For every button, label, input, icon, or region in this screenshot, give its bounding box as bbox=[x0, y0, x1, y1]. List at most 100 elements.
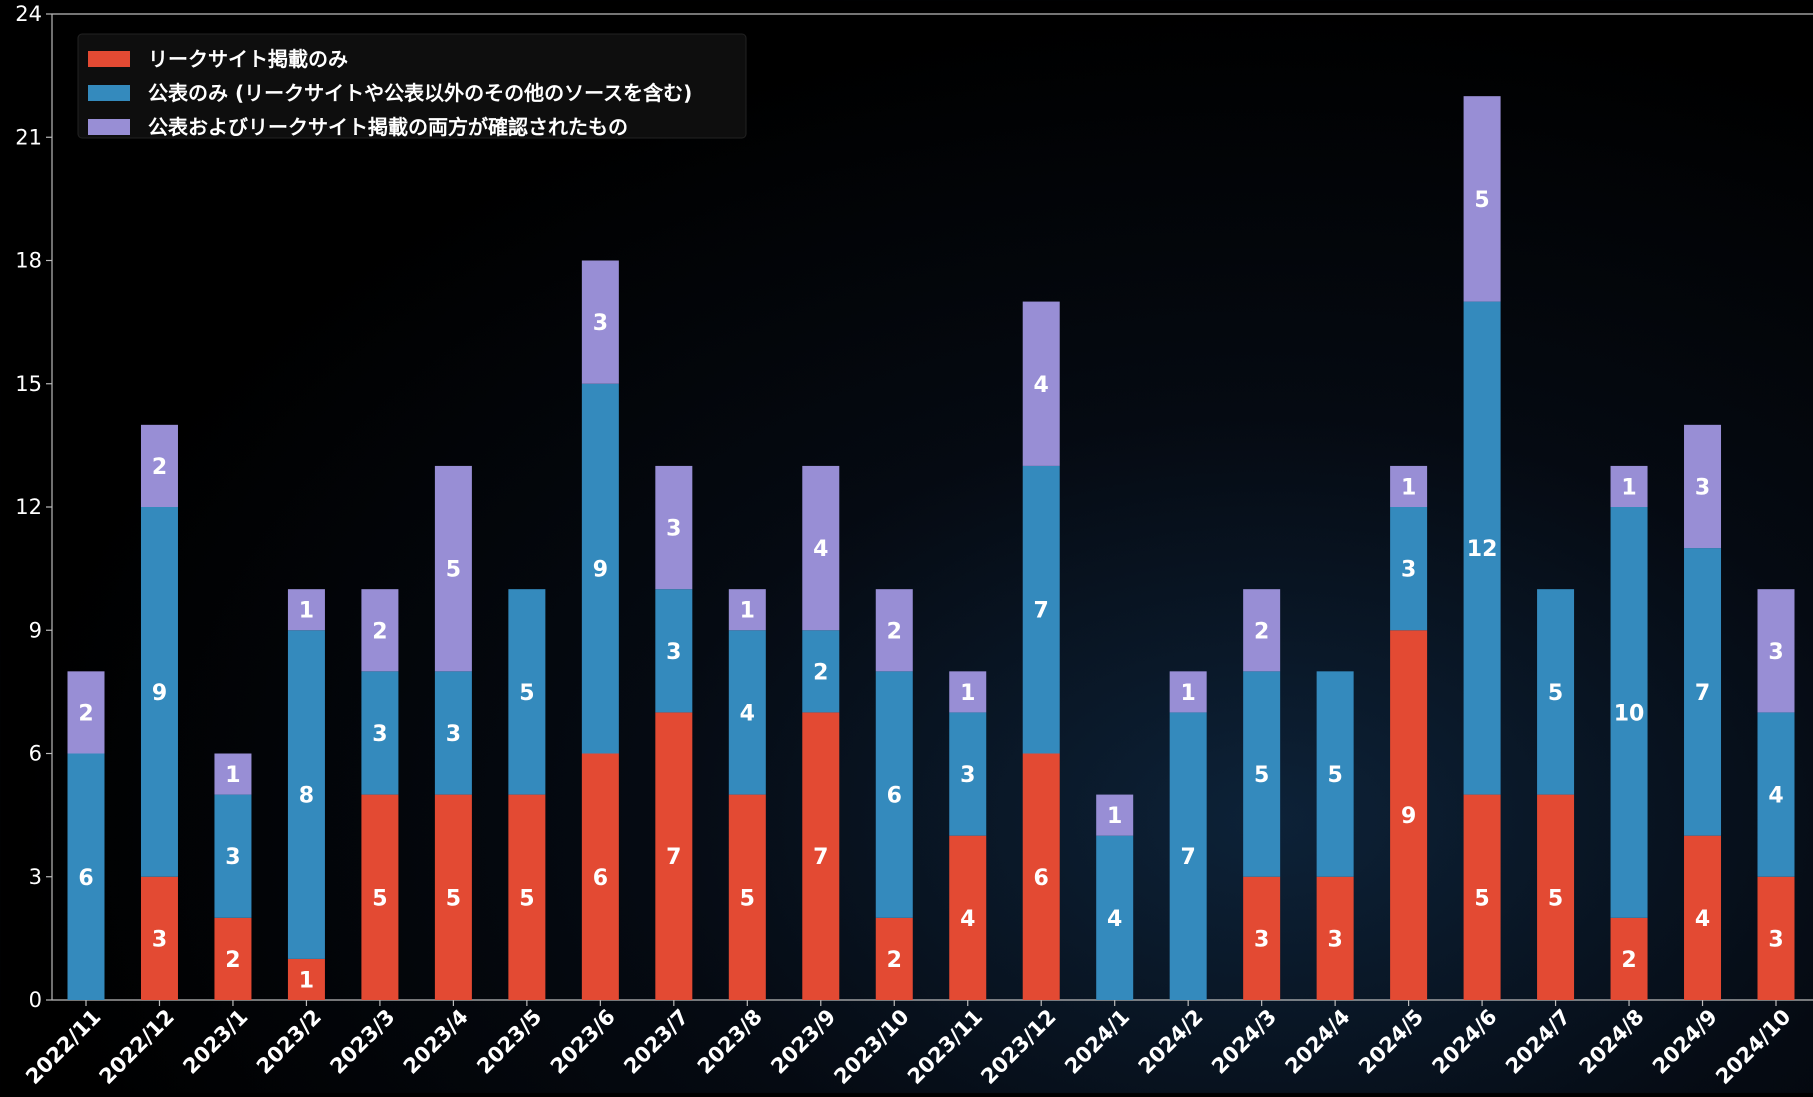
bar-segment-series-3 bbox=[1610, 465, 1648, 507]
bar-segment-series-3 bbox=[1390, 465, 1428, 507]
bar-segment-series-2 bbox=[140, 507, 178, 877]
bar-value-label: 1 bbox=[1107, 804, 1122, 829]
bar-value-label: 6 bbox=[1034, 866, 1049, 891]
x-tick-label: 2023/6 bbox=[546, 1005, 620, 1079]
bar-segment-series-3 bbox=[287, 589, 325, 631]
bar-value-label: 4 bbox=[1107, 907, 1122, 932]
bar-segment-series-2 bbox=[581, 383, 619, 754]
bar-value-label: 2 bbox=[887, 619, 902, 644]
x-tick-label: 2024/8 bbox=[1575, 1005, 1649, 1079]
bar-segment-series-2 bbox=[67, 753, 105, 1000]
bar-value-label: 6 bbox=[887, 784, 902, 809]
bar-value-label: 3 bbox=[446, 722, 461, 747]
bar-segment-series-3 bbox=[655, 465, 693, 590]
x-tick-label: 2024/10 bbox=[1711, 1005, 1795, 1089]
legend-swatch bbox=[88, 85, 130, 101]
bar-value-label: 1 bbox=[740, 599, 755, 624]
bar-value-label: 2 bbox=[225, 948, 240, 973]
bar-value-label: 2 bbox=[887, 948, 902, 973]
bar-segment-series-2 bbox=[1610, 507, 1648, 918]
bar-segment-series-1 bbox=[140, 876, 178, 1000]
y-tick-label: 0 bbox=[29, 988, 42, 1012]
bar-value-label: 3 bbox=[225, 845, 240, 870]
bar-value-label: 2 bbox=[152, 455, 167, 480]
bar-value-label: 5 bbox=[519, 886, 534, 911]
y-tick-label: 9 bbox=[29, 618, 42, 642]
x-tick-label: 2023/7 bbox=[619, 1005, 693, 1079]
bar-segment-series-2 bbox=[875, 671, 913, 918]
x-tick-label: 2023/9 bbox=[766, 1005, 840, 1079]
bar-segment-series-2 bbox=[728, 630, 766, 795]
bar-segment-series-1 bbox=[1537, 794, 1575, 1000]
x-tick-label: 2024/1 bbox=[1060, 1005, 1134, 1079]
bar-segment-series-3 bbox=[802, 465, 840, 631]
x-tick-label: 2022/11 bbox=[21, 1005, 105, 1089]
bar-value-label: 1 bbox=[1621, 475, 1636, 500]
x-tick-label: 2024/6 bbox=[1428, 1005, 1502, 1079]
bar-segment-series-2 bbox=[508, 589, 546, 795]
bar-value-label: 1 bbox=[1401, 475, 1416, 500]
bar-value-label: 7 bbox=[1034, 599, 1049, 624]
bar-value-label: 1 bbox=[299, 968, 314, 993]
bar-segment-series-2 bbox=[655, 589, 693, 713]
x-tick-label: 2023/3 bbox=[325, 1005, 399, 1079]
bar-segment-series-2 bbox=[214, 794, 252, 918]
x-tick-label: 2024/2 bbox=[1134, 1005, 1208, 1079]
bar-value-label: 2 bbox=[1621, 948, 1636, 973]
x-tick-label: 2024/7 bbox=[1501, 1005, 1575, 1079]
bar-segment-series-2 bbox=[1684, 548, 1722, 836]
legend-swatch bbox=[88, 119, 130, 135]
bar-segment-series-3 bbox=[1169, 671, 1207, 713]
bar-segment-series-1 bbox=[1390, 630, 1428, 1000]
bar-segment-series-3 bbox=[949, 671, 987, 713]
bar-segment-series-3 bbox=[1096, 794, 1134, 836]
bar-segment-series-3 bbox=[875, 589, 913, 672]
bar-value-label: 3 bbox=[152, 927, 167, 952]
bar-segment-series-1 bbox=[949, 835, 987, 1000]
bar-value-label: 5 bbox=[519, 681, 534, 706]
y-tick-label: 21 bbox=[15, 125, 42, 149]
bar-value-label: 4 bbox=[813, 537, 828, 562]
bar-value-label: 3 bbox=[960, 763, 975, 788]
bar-segment-series-2 bbox=[1096, 835, 1134, 1000]
x-tick-label: 2023/12 bbox=[976, 1005, 1060, 1089]
bar-segment-series-2 bbox=[1463, 301, 1501, 795]
bar-value-label: 5 bbox=[372, 886, 387, 911]
bar-segment-series-1 bbox=[1463, 794, 1501, 1000]
bar-segment-series-2 bbox=[361, 671, 399, 795]
bar-value-label: 1 bbox=[960, 681, 975, 706]
bar-segment-series-3 bbox=[1022, 301, 1060, 466]
bar-value-label: 4 bbox=[740, 701, 755, 726]
bar-value-label: 5 bbox=[1254, 763, 1269, 788]
bar-value-label: 1 bbox=[299, 599, 314, 624]
bar-segment-series-3 bbox=[140, 424, 178, 507]
bar-value-label: 5 bbox=[1548, 886, 1563, 911]
legend-label: 公表およびリークサイト掲載の両方が確認されたもの bbox=[148, 115, 628, 139]
bar-value-label: 3 bbox=[1695, 475, 1710, 500]
legend-label: リークサイト掲載のみ bbox=[148, 47, 348, 71]
y-tick-label: 18 bbox=[15, 249, 42, 273]
bar-value-label: 6 bbox=[593, 866, 608, 891]
y-tick-label: 15 bbox=[15, 372, 42, 396]
bar-value-label: 10 bbox=[1614, 701, 1645, 726]
bar-segment-series-1 bbox=[728, 794, 766, 1000]
y-tick-label: 12 bbox=[15, 495, 42, 519]
bar-segment-series-1 bbox=[655, 712, 693, 1000]
bar-segment-series-2 bbox=[1757, 712, 1795, 877]
bar-segment-series-3 bbox=[1684, 424, 1722, 549]
bar-value-label: 4 bbox=[1695, 907, 1710, 932]
bar-segment-series-3 bbox=[581, 260, 619, 384]
bar-value-label: 5 bbox=[446, 558, 461, 583]
legend-swatch bbox=[88, 51, 130, 67]
bar-segment-series-3 bbox=[434, 465, 472, 672]
bar-segment-series-1 bbox=[1757, 876, 1795, 1000]
bar-segment-series-2 bbox=[802, 630, 840, 713]
bar-segment-series-2 bbox=[1537, 589, 1575, 795]
bar-value-label: 9 bbox=[593, 558, 608, 583]
bar-segment-series-1 bbox=[1610, 917, 1648, 1000]
bar-value-label: 7 bbox=[666, 845, 681, 870]
bar-segment-series-3 bbox=[1757, 589, 1795, 713]
x-tick-label: 2023/5 bbox=[472, 1005, 546, 1079]
